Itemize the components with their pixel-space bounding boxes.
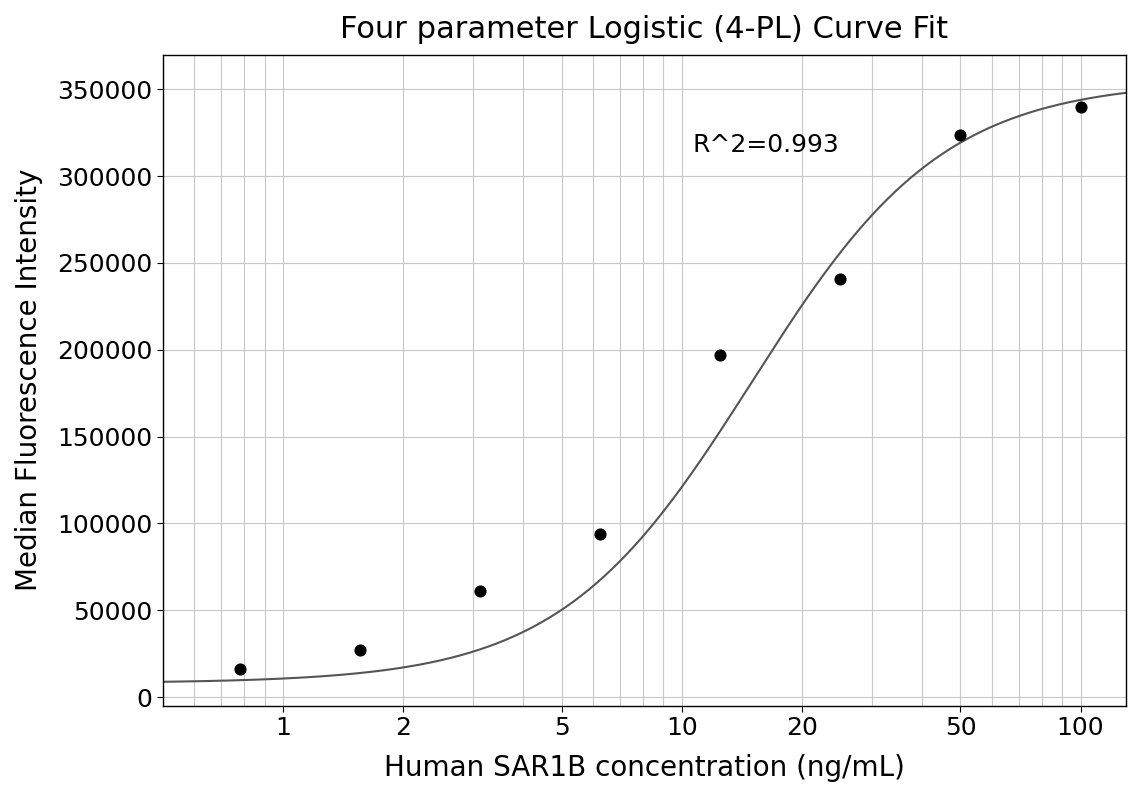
- Point: [710, 348, 728, 361]
- X-axis label: Human SAR1B concentration (ng/mL): Human SAR1B concentration (ng/mL): [383, 754, 904, 782]
- Point: [591, 528, 609, 540]
- Point: [951, 128, 969, 141]
- Text: R^2=0.993: R^2=0.993: [692, 133, 839, 157]
- Title: Four parameter Logistic (4-PL) Curve Fit: Four parameter Logistic (4-PL) Curve Fit: [340, 15, 947, 44]
- Point: [1070, 100, 1089, 113]
- Point: [351, 644, 369, 657]
- Point: [471, 585, 489, 598]
- Point: [230, 663, 249, 676]
- Point: [831, 273, 849, 285]
- Y-axis label: Median Fluorescence Intensity: Median Fluorescence Intensity: [15, 169, 43, 591]
